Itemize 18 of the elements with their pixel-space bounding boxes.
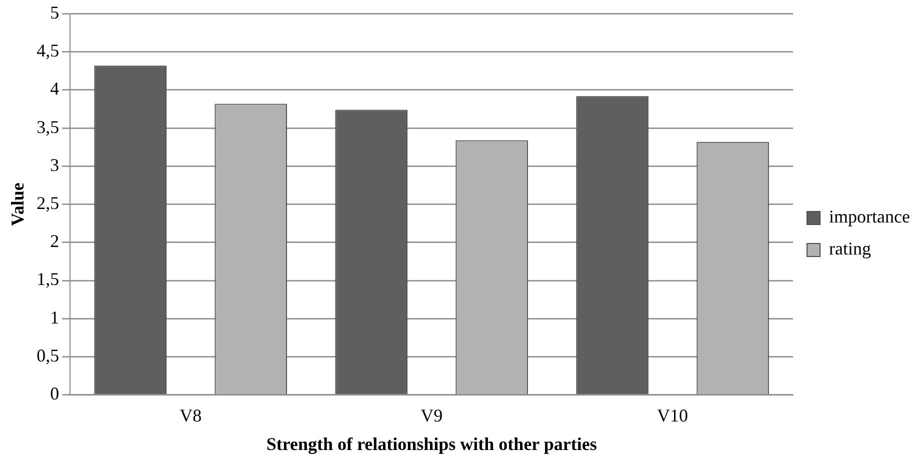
y-tick-label: 0 — [50, 384, 60, 404]
x-tick-label: V10 — [657, 405, 688, 426]
y-axis-title: Value — [7, 182, 28, 226]
y-tick-label: 5 — [50, 2, 60, 23]
y-tick-label: 0,5 — [36, 345, 60, 366]
y-tick-label: 4 — [50, 78, 60, 99]
y-tick-label: 4,5 — [36, 40, 60, 61]
x-axis-title: Strength of relationships with other parties — [266, 434, 597, 454]
y-tick-label: 2,5 — [36, 193, 60, 214]
y-tick-label: 3,5 — [36, 116, 60, 137]
x-tick-label: V9 — [420, 405, 443, 426]
y-tick-label: 3 — [50, 154, 60, 175]
y-tick-label: 1 — [50, 307, 60, 328]
x-tick-label: V8 — [180, 405, 202, 426]
y-tick-label: 1,5 — [36, 269, 60, 290]
y-tick-label: 2 — [50, 231, 60, 252]
legend-label: importance — [829, 206, 910, 227]
legend-label: rating — [829, 238, 872, 259]
